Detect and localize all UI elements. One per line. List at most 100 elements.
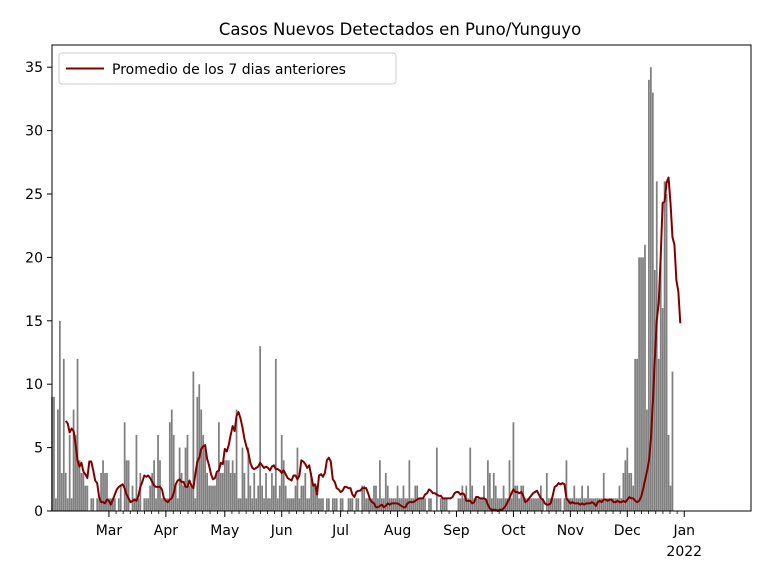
- bar: [249, 485, 252, 511]
- bar: [518, 498, 521, 511]
- average-line-series: [64, 176, 682, 512]
- bar: [667, 434, 670, 511]
- bar: [571, 498, 574, 511]
- x-tick-label: Nov: [557, 523, 584, 539]
- bar: [274, 358, 277, 511]
- bar: [272, 485, 275, 511]
- bar: [62, 358, 65, 511]
- bar: [172, 434, 175, 511]
- bar: [96, 498, 99, 511]
- bar: [82, 472, 85, 511]
- x-tick-label: Aug: [384, 523, 411, 539]
- bar: [648, 79, 650, 512]
- bar: [133, 498, 136, 511]
- bar: [151, 472, 154, 511]
- bar: [549, 498, 552, 511]
- bar: [320, 498, 322, 511]
- bar: [577, 498, 580, 511]
- y-axis: 0 5 10 15 20 25 30 35: [25, 60, 52, 520]
- bar: [534, 498, 536, 511]
- y-tick-label: 35: [25, 60, 43, 76]
- x-axis: Mar Apr May Jun Jul Aug Sep Oct Nov Dec Jan: [96, 511, 695, 539]
- bar: [312, 485, 315, 511]
- bar: [416, 485, 419, 511]
- bar: [204, 447, 207, 511]
- bar: [375, 485, 377, 511]
- bar: [492, 472, 495, 511]
- bar: [428, 498, 430, 511]
- bar: [396, 485, 399, 511]
- bar: [265, 472, 267, 511]
- bar: [227, 460, 230, 511]
- bar: [669, 485, 672, 511]
- y-tick-label: 20: [25, 250, 43, 266]
- bar: [58, 320, 61, 511]
- bar: [500, 498, 503, 511]
- bar: [290, 498, 293, 511]
- bar: [559, 498, 562, 511]
- bar: [390, 498, 393, 511]
- bar: [596, 498, 599, 511]
- bar: [524, 498, 527, 511]
- bar: [302, 485, 305, 511]
- bar: [555, 498, 558, 511]
- bar: [392, 498, 395, 511]
- bar: [119, 485, 122, 511]
- bar: [665, 193, 668, 512]
- bar: [219, 472, 222, 511]
- y-tick-label: 5: [34, 441, 43, 457]
- bar: [271, 472, 273, 511]
- bar: [102, 460, 104, 511]
- x-tick-label: Jun: [270, 523, 293, 539]
- bar: [196, 396, 199, 511]
- bar: [514, 485, 517, 511]
- bar: [532, 498, 534, 511]
- bar: [365, 498, 368, 511]
- bar: [180, 472, 183, 511]
- bar: [108, 498, 110, 511]
- bar: [223, 460, 226, 511]
- y-tick-label: 10: [25, 377, 43, 393]
- bar: [322, 498, 324, 511]
- bar: [473, 498, 476, 511]
- bar: [459, 498, 462, 511]
- bar: [255, 498, 258, 511]
- bar: [216, 472, 218, 511]
- bar: [245, 498, 248, 511]
- bar: [331, 498, 334, 511]
- bar: [516, 485, 519, 511]
- bar: [573, 485, 576, 511]
- bar: [671, 371, 674, 511]
- bar: [553, 498, 556, 511]
- bar: [310, 472, 313, 511]
- bar: [369, 498, 371, 511]
- bar: [508, 460, 511, 511]
- bar: [168, 422, 171, 511]
- bar: [214, 485, 216, 511]
- bar: [404, 498, 407, 511]
- bar: [84, 485, 87, 511]
- bar: [424, 498, 426, 511]
- bar: [461, 485, 464, 511]
- bar: [567, 498, 570, 511]
- bar: [402, 485, 405, 511]
- y-tick-label: 0: [34, 504, 43, 520]
- bar: [598, 498, 601, 511]
- bar: [304, 472, 307, 511]
- legend[interactable]: Promedio de los 7 dias anteriores: [58, 52, 397, 85]
- bar: [475, 498, 477, 511]
- bar: [463, 498, 466, 511]
- bar: [414, 485, 417, 511]
- bar: [410, 498, 413, 511]
- bar: [420, 498, 423, 511]
- bar: [644, 244, 646, 511]
- bar: [182, 485, 185, 511]
- bar: [198, 384, 201, 511]
- bar: [117, 498, 120, 511]
- bar: [481, 498, 483, 511]
- bar: [326, 498, 328, 511]
- x-tick-label: Apr: [154, 523, 178, 539]
- bar: [347, 498, 350, 511]
- bar: [479, 498, 481, 511]
